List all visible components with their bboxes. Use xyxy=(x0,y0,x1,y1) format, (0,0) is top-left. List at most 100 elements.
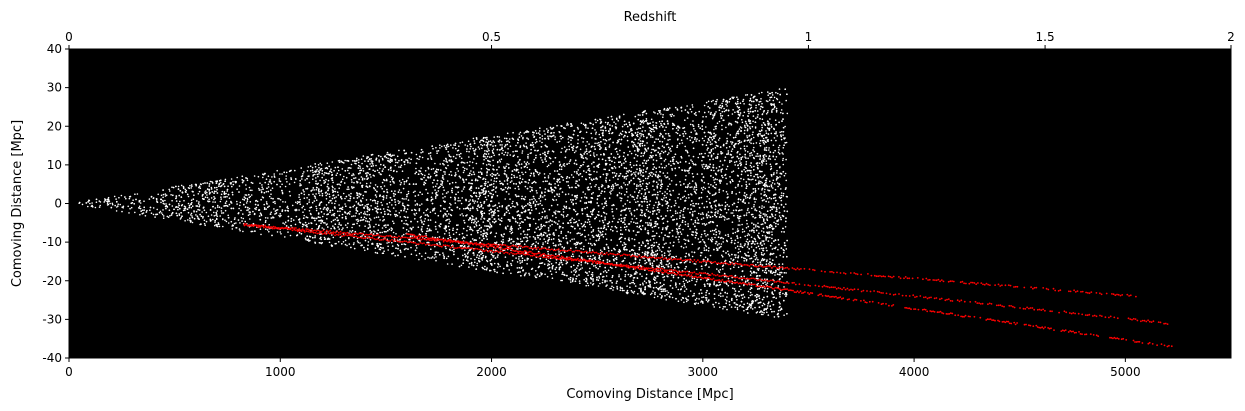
galaxy-point xyxy=(653,126,655,129)
galaxy-point xyxy=(704,135,707,138)
galaxy-point xyxy=(541,262,544,264)
galaxy-point xyxy=(551,215,554,217)
galaxy-point xyxy=(295,215,298,218)
galaxy-point xyxy=(594,138,596,140)
galaxy-point xyxy=(665,242,667,244)
galaxy-point xyxy=(595,121,597,124)
galaxy-point xyxy=(603,212,606,214)
galaxy-point xyxy=(295,201,297,204)
galaxy-point xyxy=(407,230,410,232)
galaxy-point xyxy=(755,254,757,257)
galaxy-point xyxy=(388,174,391,177)
galaxy-point xyxy=(638,261,641,264)
galaxy-point xyxy=(755,155,757,157)
galaxy-point xyxy=(228,197,231,199)
galaxy-point xyxy=(703,249,706,251)
galaxy-point xyxy=(756,110,759,112)
galaxy-point xyxy=(751,301,753,303)
galaxy-point xyxy=(665,196,667,199)
galaxy-point xyxy=(391,204,393,206)
galaxy-point xyxy=(356,160,358,162)
galaxy-point xyxy=(541,138,544,140)
galaxy-point xyxy=(745,197,747,199)
galaxy-point xyxy=(667,291,670,294)
galaxy-point xyxy=(319,216,321,219)
galaxy-point xyxy=(433,207,436,210)
galaxy-point xyxy=(687,208,689,210)
galaxy-point xyxy=(319,207,322,210)
galaxy-point xyxy=(398,189,401,191)
galaxy-point xyxy=(462,227,465,230)
galaxy-point xyxy=(502,238,504,241)
galaxy-point xyxy=(643,280,646,283)
galaxy-point xyxy=(754,201,756,203)
galaxy-point xyxy=(499,265,501,268)
galaxy-point xyxy=(719,213,722,216)
galaxy-point xyxy=(576,172,578,175)
galaxy-point xyxy=(708,198,711,200)
galaxy-point xyxy=(746,302,749,305)
galaxy-point xyxy=(98,206,101,208)
galaxy-point xyxy=(708,214,710,217)
galaxy-point xyxy=(551,220,553,222)
galaxy-point xyxy=(649,122,652,124)
galaxy-point xyxy=(560,168,563,171)
galaxy-point xyxy=(708,266,710,268)
galaxy-point xyxy=(585,148,588,150)
galaxy-point xyxy=(278,198,280,200)
galaxy-point xyxy=(197,193,200,195)
galaxy-point xyxy=(303,214,306,217)
galaxy-point xyxy=(632,196,635,198)
galaxy-point xyxy=(315,207,318,210)
galaxy-point xyxy=(760,193,762,195)
galaxy-point xyxy=(669,147,672,150)
galaxy-point xyxy=(616,244,618,247)
galaxy-point xyxy=(610,249,613,252)
galaxy-point xyxy=(761,205,763,207)
galaxy-point xyxy=(685,197,688,199)
galaxy-point xyxy=(492,256,495,258)
galaxy-point xyxy=(356,222,358,225)
galaxy-point xyxy=(600,153,602,156)
galaxy-point xyxy=(435,256,437,258)
galaxy-point xyxy=(776,135,778,137)
galaxy-point xyxy=(477,187,480,189)
galaxy-point xyxy=(471,264,473,266)
galaxy-point xyxy=(259,182,261,184)
galaxy-point xyxy=(675,236,677,238)
galaxy-point xyxy=(547,263,549,265)
galaxy-point xyxy=(702,296,705,298)
galaxy-point xyxy=(364,249,366,252)
galaxy-point xyxy=(450,174,453,176)
galaxy-point xyxy=(735,193,737,195)
galaxy-point xyxy=(777,151,780,154)
galaxy-point xyxy=(560,230,563,233)
galaxy-point xyxy=(385,197,388,199)
galaxy-point xyxy=(462,171,465,174)
galaxy-point xyxy=(500,240,503,243)
galaxy-point xyxy=(708,186,710,189)
galaxy-point xyxy=(665,109,668,111)
galaxy-point xyxy=(689,123,692,126)
galaxy-point xyxy=(389,181,392,183)
galaxy-point xyxy=(614,174,617,177)
galaxy-point xyxy=(541,235,543,237)
galaxy-point xyxy=(599,258,601,261)
galaxy-point xyxy=(726,193,729,195)
galaxy-point xyxy=(486,150,488,152)
galaxy-point xyxy=(620,217,623,220)
galaxy-point xyxy=(337,169,340,172)
galaxy-point xyxy=(591,179,593,182)
galaxy-point xyxy=(695,140,698,142)
galaxy-point xyxy=(713,281,716,283)
galaxy-point xyxy=(764,147,766,149)
galaxy-point xyxy=(253,175,256,177)
galaxy-point xyxy=(750,174,752,177)
galaxy-point xyxy=(732,228,734,230)
galaxy-point xyxy=(609,191,611,194)
galaxy-point xyxy=(320,189,323,192)
galaxy-point xyxy=(224,209,227,212)
galaxy-point xyxy=(626,199,629,202)
galaxy-point xyxy=(138,205,141,208)
